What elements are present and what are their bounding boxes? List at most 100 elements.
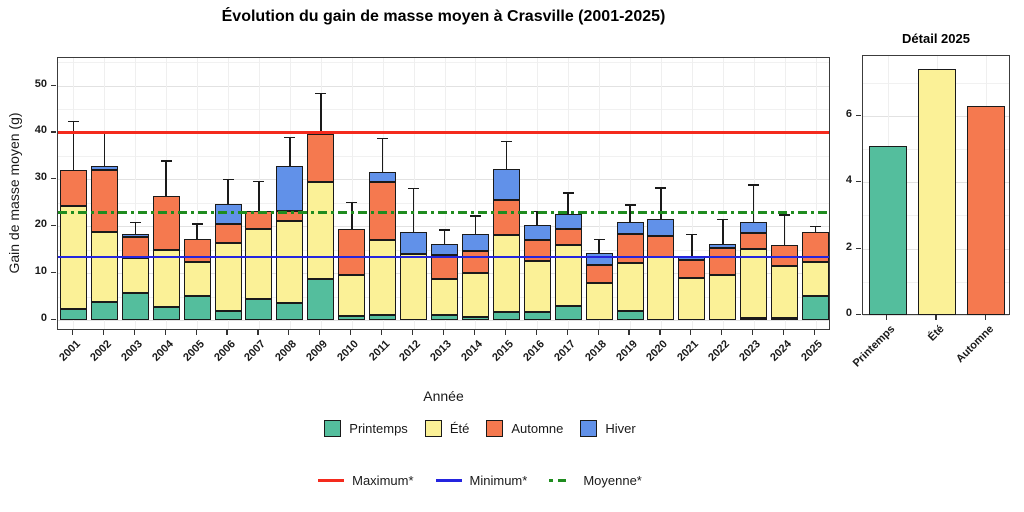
error-bar-stem-2014 — [474, 215, 477, 234]
x-tick-mark — [195, 330, 197, 335]
error-bar-cap-2006 — [222, 178, 234, 181]
error-bar-stem-2005 — [196, 222, 198, 239]
error-bar-cap-2025 — [810, 225, 822, 228]
reference-line-maximum — [58, 131, 829, 134]
x-tick-mark — [102, 330, 104, 335]
major-gridline — [58, 85, 829, 87]
bar-segment-hiver-2003 — [121, 233, 149, 237]
bar-segment-printemps-2008 — [276, 303, 304, 320]
error-bar-cap-2007 — [253, 180, 265, 183]
bar-segment-hiver-2011 — [369, 171, 397, 183]
bar-segment-printemps-2023 — [740, 317, 768, 320]
bar-segment-automne-2022 — [709, 247, 737, 276]
vertical-gridline — [630, 58, 632, 329]
vertical-gridline — [784, 58, 786, 329]
error-bar-stem-2009 — [320, 92, 322, 135]
legend-item-moyenne: Moyenne* — [549, 473, 642, 488]
bar-segment-été-2014 — [461, 272, 489, 317]
error-bar-stem-2024 — [783, 214, 786, 246]
bar-segment-été-2025 — [802, 261, 830, 297]
detail-x-tick-mark — [984, 315, 986, 320]
bar-segment-été-2012 — [400, 254, 428, 320]
bar-segment-automne-2006 — [214, 224, 242, 244]
x-tick-label: 2017 — [551, 338, 578, 364]
error-bar-cap-2003 — [129, 221, 141, 224]
error-bar-stem-2010 — [350, 201, 353, 229]
bar-segment-automne-2010 — [338, 228, 366, 276]
x-tick-mark — [628, 330, 630, 335]
y-axis-label: Gain de masse moyen (g) — [6, 112, 22, 274]
x-tick-label: 2014 — [459, 338, 485, 364]
error-bar-cap-2001 — [67, 120, 79, 123]
x-tick-label: 2022 — [706, 338, 733, 364]
legend-item-maximum: Maximum* — [318, 473, 414, 488]
bar-segment-printemps-2013 — [431, 315, 458, 320]
detail-y-tick-mark — [856, 314, 861, 316]
error-bar-stem-2021 — [691, 233, 693, 258]
bar-segment-été-2021 — [678, 278, 706, 320]
x-tick-label: 2005 — [180, 338, 207, 364]
legend-label: Automne — [511, 421, 564, 436]
reference-line-legend: Maximum* Minimum* Moyenne* — [0, 473, 960, 488]
error-bar-stem-2002 — [103, 132, 106, 167]
x-tick-mark — [164, 330, 166, 335]
legend-label: Minimum* — [469, 473, 528, 488]
detail-y-tick-label: 0 — [845, 307, 852, 319]
x-tick-mark — [350, 330, 352, 335]
error-bar-stem-2001 — [72, 120, 75, 170]
detail-x-tick-mark — [935, 315, 937, 320]
detail-chart-panel — [862, 55, 1010, 316]
bar-segment-été-2007 — [245, 229, 273, 300]
y-tick-mark — [51, 225, 56, 227]
bar-segment-automne-2004 — [152, 196, 180, 250]
y-tick-label: 0 — [40, 312, 47, 324]
x-tick-mark — [752, 330, 754, 335]
bar-segment-été-2018 — [585, 283, 613, 320]
legend-label: Été — [449, 421, 470, 436]
x-tick-mark — [721, 330, 723, 335]
bar-segment-printemps-2015 — [492, 311, 520, 320]
legend-label: Maximum* — [352, 473, 414, 488]
legend-line-swatch-maximum — [318, 479, 345, 482]
bar-segment-automne-2015 — [492, 200, 520, 235]
bar-segment-été-2011 — [369, 240, 397, 315]
bar-segment-hiver-2020 — [647, 218, 675, 236]
bar-segment-automne-2013 — [431, 255, 458, 279]
x-tick-mark — [504, 330, 506, 335]
y-tick-label: 40 — [34, 124, 47, 137]
bar-segment-automne-2017 — [554, 229, 582, 246]
bar-segment-automne-2019 — [616, 233, 644, 264]
error-bar-cap-2013 — [439, 229, 450, 231]
bar-segment-hiver-2006 — [214, 204, 242, 225]
legend-item-été: Été — [424, 420, 470, 437]
bar-segment-printemps-2025 — [802, 296, 830, 320]
x-tick-mark — [133, 330, 135, 335]
error-bar-stem-2003 — [134, 221, 137, 234]
y-tick-label: 10 — [34, 265, 47, 278]
bar-segment-été-2023 — [740, 248, 768, 318]
legend-swatch-été — [424, 420, 442, 437]
x-tick-label: 2018 — [582, 338, 609, 364]
bar-segment-été-2017 — [554, 245, 582, 306]
detail-x-tick-label: Printemps — [850, 323, 898, 370]
error-bar-stem-2015 — [505, 140, 508, 170]
bar-segment-été-2015 — [492, 234, 520, 312]
detail-y-tick-mark — [856, 247, 861, 249]
bar-segment-été-2019 — [616, 263, 644, 311]
reference-line-moyenne — [58, 211, 829, 214]
error-bar-cap-2024 — [779, 214, 791, 216]
detail-bar-été — [918, 69, 956, 315]
error-bar-stem-2007 — [258, 180, 260, 211]
legend-label: Moyenne* — [583, 473, 642, 488]
vertical-gridline — [599, 58, 601, 329]
x-tick-mark — [783, 330, 785, 335]
bar-segment-hiver-2015 — [492, 169, 520, 201]
bar-segment-été-2022 — [709, 275, 737, 320]
bar-segment-printemps-2009 — [307, 278, 335, 320]
y-tick-label: 50 — [34, 77, 47, 90]
bar-segment-printemps-2005 — [183, 296, 211, 320]
vertical-gridline — [815, 58, 817, 329]
x-tick-label: 2002 — [88, 338, 114, 364]
detail-bar-printemps — [868, 145, 907, 315]
x-tick-label: 2019 — [613, 338, 640, 364]
